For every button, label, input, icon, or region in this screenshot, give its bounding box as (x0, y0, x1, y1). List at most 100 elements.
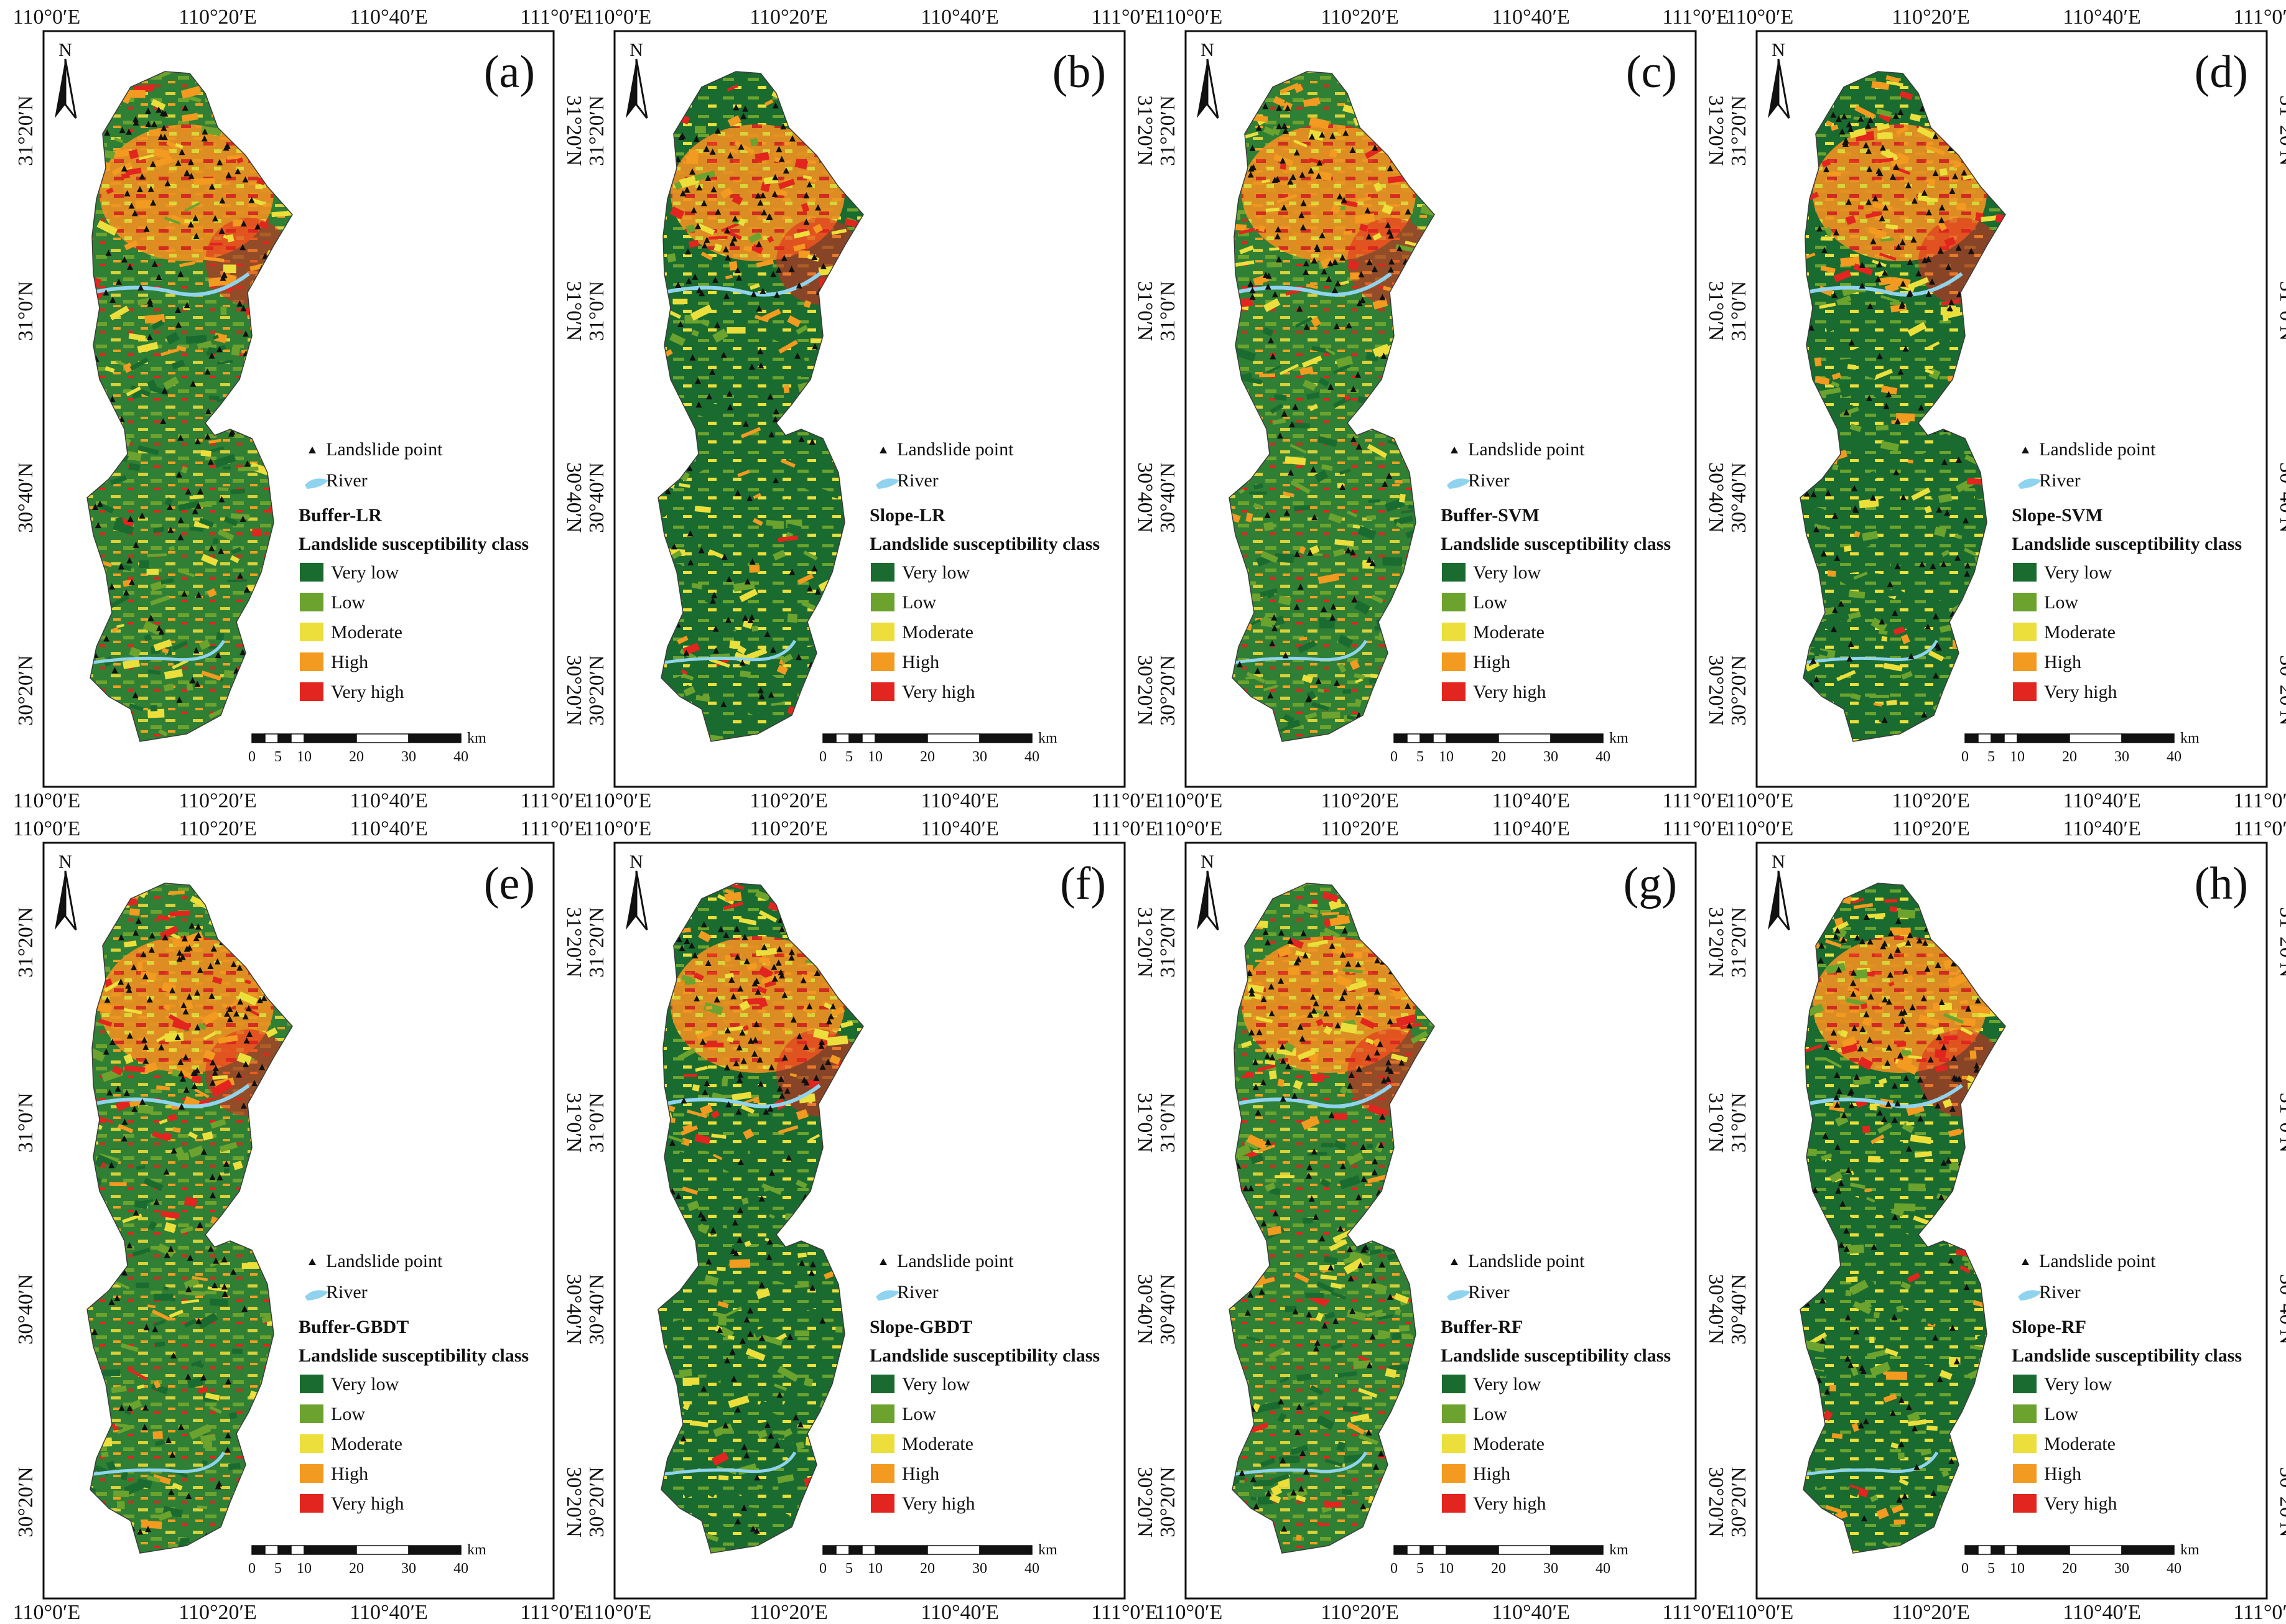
legend-class-title: Landslide susceptibility class (870, 1345, 1100, 1366)
longitude-label-top: 110°40′E (2063, 6, 2141, 29)
landslide-point-marker (748, 1037, 755, 1044)
latitude-label-left: 30°40′N (14, 1274, 37, 1345)
longitude-label-bottom: 110°0′E (13, 789, 81, 812)
landslide-point-marker (809, 1284, 816, 1291)
landslide-point-marker (669, 1139, 676, 1146)
landslide-point-marker (181, 935, 188, 942)
legend-class-label: Moderate (902, 622, 973, 643)
landslide-point-marker (1865, 122, 1872, 129)
landslide-point-marker (1854, 934, 1861, 941)
landslide-point-marker (1921, 1093, 1928, 1100)
latitude-label-left: 31°20′N (1156, 907, 1179, 978)
landslide-point-marker (799, 1260, 806, 1266)
landslide-point-marker (1955, 244, 1962, 251)
landslide-point-marker (1260, 1079, 1266, 1085)
landslide-point-marker (1280, 1057, 1286, 1064)
landslide-point-marker (1898, 1009, 1905, 1016)
landslide-point-marker (732, 215, 738, 222)
landslide-point-marker (243, 1060, 249, 1067)
landslide-point-marker (1965, 1005, 1972, 1012)
legend-class-label: Very high (902, 1493, 975, 1514)
legend-swatch-very-low (2013, 1375, 2037, 1393)
legend-class-label: Very low (2044, 562, 2112, 583)
landslide-point-marker (797, 1421, 804, 1428)
landslide-point-marker (1387, 1293, 1393, 1300)
landslide-point-marker (1847, 1362, 1854, 1368)
landslide-point-marker (1321, 1322, 1328, 1329)
landslide-point-marker (1808, 324, 1814, 331)
landslide-point-marker (812, 343, 819, 350)
landslide-point-marker (1927, 1056, 1934, 1063)
legend-swatch-high (300, 1464, 323, 1483)
landslide-point-marker (1287, 937, 1294, 944)
longitude-label-bottom: 110°40′E (2063, 789, 2141, 812)
landslide-point-marker (167, 504, 174, 511)
landslide-point-marker (1932, 132, 1939, 139)
landslide-point-marker (761, 209, 768, 216)
landslide-point-marker (787, 1334, 794, 1340)
landslide-point-marker (1944, 509, 1951, 516)
landslide-point-marker (1358, 271, 1365, 277)
landslide-point-marker (736, 274, 743, 281)
landslide-point-marker (764, 1421, 771, 1428)
landslide-point-marker (170, 1352, 177, 1359)
landslide-point-marker (1903, 1026, 1910, 1032)
landslide-point-marker (151, 261, 158, 267)
legend-swatch-very-low (1442, 1375, 1466, 1393)
landslide-point-marker (763, 1108, 769, 1115)
landslide-point-marker (191, 1082, 198, 1089)
latitude-label-left: 31°0′N (1727, 1093, 1750, 1153)
latitude-label-right: 30°40′N (1704, 462, 1727, 533)
landslide-point-marker (781, 1054, 788, 1061)
landslide-point-marker (1881, 940, 1888, 947)
landslide-point-marker (147, 615, 154, 621)
landslide-point-marker (1275, 226, 1281, 233)
landslide-point-marker (190, 380, 197, 387)
legend-class-label: Moderate (1473, 1434, 1545, 1454)
landslide-point-marker (1948, 299, 1955, 305)
legend-class-label: High (2044, 652, 2081, 672)
region-outline (1229, 883, 1435, 1554)
landslide-point-marker (1895, 243, 1902, 250)
landslide-point-marker (784, 1087, 791, 1094)
landslide-point-marker (1283, 509, 1290, 516)
landslide-point-marker (1973, 1066, 1980, 1073)
landslide-point-marker (1836, 1087, 1842, 1094)
landslide-point-marker (1859, 282, 1866, 289)
landslide-point-marker (1968, 248, 1974, 254)
landslide-point-marker (1348, 1071, 1355, 1078)
landslide-point-marker (1940, 1044, 1947, 1051)
landslide-point-marker (815, 204, 822, 211)
landslide-point-marker (248, 197, 255, 203)
landslide-point-marker (1246, 969, 1253, 976)
landslide-point-marker (1264, 1052, 1271, 1059)
legend-landslide-point: Landslide point (326, 1251, 443, 1271)
legend-landslide-point: Landslide point (1468, 1251, 1585, 1271)
longitude-label-top: 110°20′E (1321, 817, 1399, 840)
longitude-label-top: 111°0′E (1662, 6, 1729, 29)
landslide-point-marker (149, 932, 156, 939)
legend-swatch-high (1442, 1464, 1466, 1483)
landslide-point-marker (1892, 1116, 1898, 1123)
landslide-point-marker (1937, 247, 1944, 254)
landslide-point-marker (142, 1404, 149, 1411)
legend-class-label: Moderate (331, 622, 402, 643)
landslide-point-marker (1350, 435, 1357, 442)
landslide-point-marker (753, 977, 760, 984)
region-outline (1800, 71, 2006, 742)
latitude-label-right: 31°0′N (2275, 281, 2286, 341)
landslide-point-marker (1356, 1003, 1363, 1009)
legend-landslide-point: Landslide point (1468, 439, 1585, 460)
landslide-point-marker (1905, 1404, 1912, 1411)
landslide-point-marker (187, 221, 194, 228)
landslide-point-marker (1349, 549, 1356, 555)
landslide-point-marker (1313, 1345, 1319, 1352)
river-line (1235, 272, 1392, 297)
landslide-point-marker (1315, 172, 1322, 179)
landslide-point-marker (178, 1103, 185, 1110)
landslide-point-marker (240, 220, 247, 227)
landslide-point-marker (1838, 1241, 1845, 1248)
scale-bar-tick: 20 (2062, 749, 2077, 765)
landslide-point-marker (165, 1437, 172, 1444)
